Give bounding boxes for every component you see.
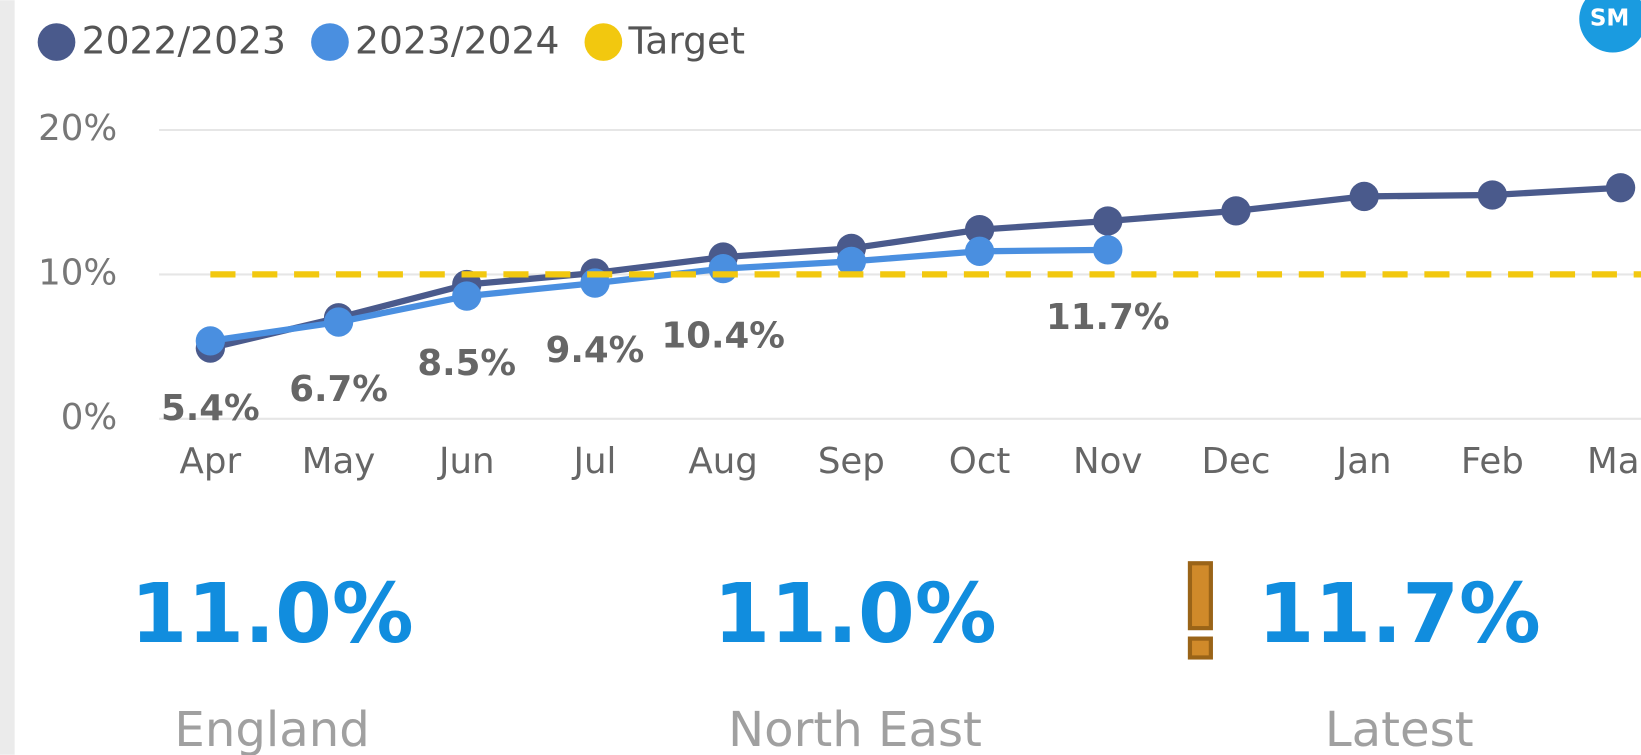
x-tick-label: Jun [437,441,495,482]
legend-marker [584,23,623,61]
data-point [836,246,867,277]
kpi-value: 11.7% [1258,567,1541,662]
x-tick-label: Dec [1202,441,1271,482]
badge-text: SM [1590,6,1629,32]
kpi-label: Latest [1325,702,1474,755]
x-tick-label: Feb [1461,441,1524,482]
kpi-value: 11.0% [131,567,414,662]
data-point [1093,235,1123,265]
data-point [1349,181,1379,212]
y-tick-label: 20% [38,108,117,149]
kpi-label: England [174,702,369,755]
data-point [1605,173,1636,203]
data-point [1221,196,1251,226]
x-tick-label: Sep [818,441,885,482]
legend-label: 2022/2023 [82,19,286,63]
series-line [209,184,1621,352]
legend-marker [311,23,349,61]
x-tick-label: Oct [949,441,1011,482]
series-line [209,246,1108,344]
side-strip [0,0,15,755]
data-point [1477,180,1508,210]
x-tick-label: Mar [1587,441,1641,482]
y-tick-label: 0% [61,397,117,438]
badge[interactable] [1579,0,1641,53]
data-label: 11.7% [1046,297,1169,338]
legend-label: Target [627,19,745,63]
data-label: 10.4% [661,316,784,357]
warning-icon [1187,561,1213,631]
data-label: 8.5% [417,343,516,384]
data-point [1093,206,1123,236]
y-tick-label: 10% [38,252,117,293]
data-point [452,281,482,311]
data-label: 9.4% [546,330,645,371]
x-tick-label: Nov [1073,441,1142,482]
data-label: 5.4% [161,388,260,429]
data-point [195,326,226,356]
legend-label: 2023/2024 [355,19,559,63]
x-tick-label: Jan [1335,441,1392,482]
data-point [964,214,995,245]
data-label: 6.7% [289,369,388,410]
data-point [708,253,738,284]
data-point [964,236,995,266]
x-tick-label: Aug [688,441,757,482]
kpi-label: North East [728,702,982,755]
x-tick-label: Apr [180,441,242,482]
x-tick-label: May [302,441,376,482]
x-tick-label: Jul [571,441,616,482]
warning-icon-dot [1187,636,1213,660]
legend-marker [37,23,76,61]
data-point [323,307,354,337]
kpi-value: 11.0% [713,567,996,662]
